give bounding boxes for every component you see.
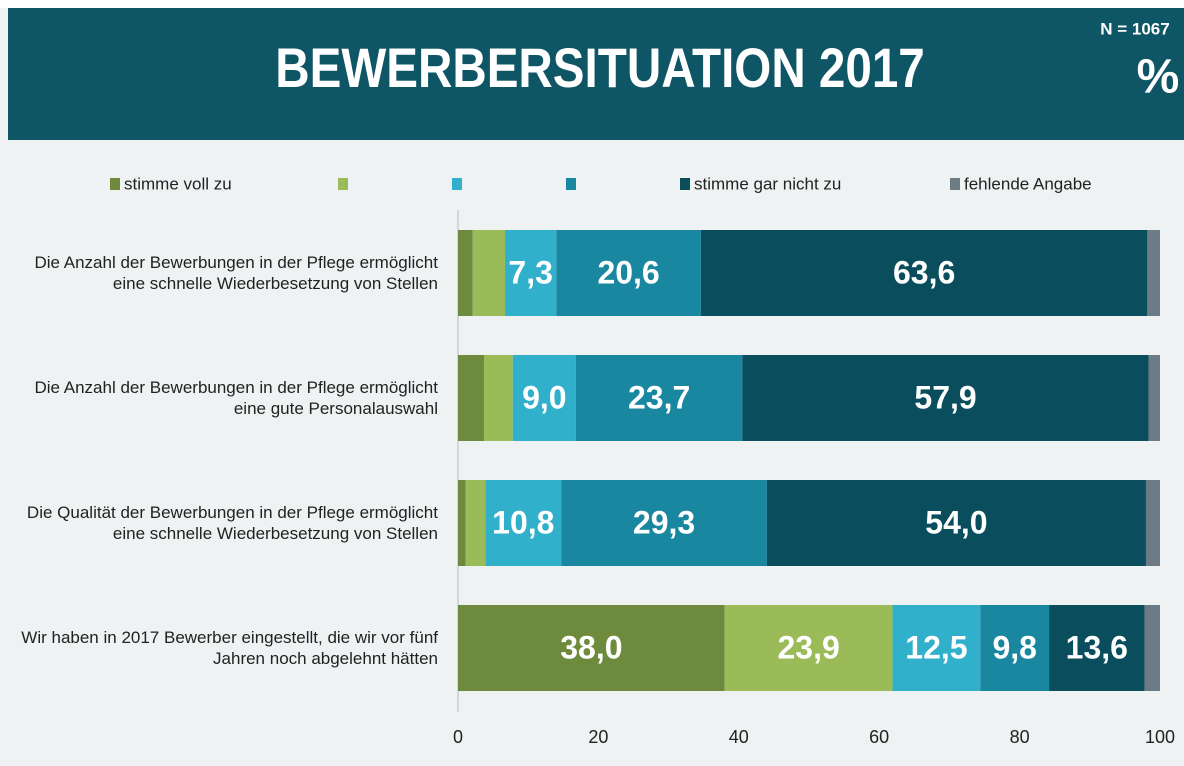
value-label: 57,9 (914, 379, 976, 415)
bar-segment (700, 230, 1148, 316)
bar-segment (556, 230, 701, 316)
legend-label: fehlende Angabe (964, 174, 1092, 193)
legend-label: stimme voll zu (124, 174, 232, 193)
value-label: 63,6 (893, 254, 955, 290)
x-tick-label: 100 (1145, 727, 1175, 747)
bar-segment (458, 355, 484, 441)
bar-segment (766, 480, 1146, 566)
category-label: Die Qualität der Bewerbungen in der Pfle… (26, 503, 438, 543)
bar-segment (472, 230, 506, 316)
bar-segment (483, 355, 513, 441)
bar-segment (1049, 605, 1145, 691)
bar-segment (458, 480, 466, 566)
category-label: Die Anzahl der Bewerbungen in der Pflege… (34, 253, 438, 293)
legend-swatch (950, 178, 960, 190)
x-tick-label: 0 (453, 727, 463, 747)
x-tick-label: 40 (729, 727, 749, 747)
bar-segment (1145, 480, 1160, 566)
bar-segment (892, 605, 981, 691)
chart-title: BEWERBERSITUATION 2017 (275, 37, 925, 99)
bar-segment (485, 480, 562, 566)
value-label: 9,0 (522, 379, 566, 415)
x-tick-label: 80 (1010, 727, 1030, 747)
value-label: 38,0 (560, 629, 622, 665)
bar-segment (458, 605, 725, 691)
value-label: 13,6 (1066, 629, 1128, 665)
legend-swatch (566, 178, 576, 190)
top-margin (0, 0, 1184, 8)
value-label: 9,8 (992, 629, 1036, 665)
legend-swatch (338, 178, 348, 190)
unit-label: % (1137, 51, 1180, 104)
value-label: 23,7 (628, 379, 690, 415)
category-label: Die Anzahl der Bewerbungen in der Pflege… (34, 378, 438, 418)
legend-swatch (452, 178, 462, 190)
legend-swatch (110, 178, 120, 190)
header (8, 8, 1184, 140)
bar-segment (512, 355, 576, 441)
value-label: 10,8 (492, 504, 554, 540)
value-label: 23,9 (778, 629, 840, 665)
legend-label: stimme gar nicht zu (694, 174, 841, 193)
value-label: 54,0 (925, 504, 987, 540)
bar-segment (465, 480, 486, 566)
bar-segment (575, 355, 743, 441)
bar-segment (561, 480, 767, 566)
value-label: 20,6 (597, 254, 659, 290)
value-label: 29,3 (633, 504, 695, 540)
bar-segment (1147, 230, 1160, 316)
value-label: 7,3 (508, 254, 552, 290)
category-label: Wir haben in 2017 Bewerber eingestellt, … (21, 628, 438, 668)
legend-swatch (680, 178, 690, 190)
bar-segment (1148, 355, 1160, 441)
x-tick-label: 20 (588, 727, 608, 747)
bar-segment (505, 230, 557, 316)
bar-segment (458, 230, 473, 316)
bar-segment (742, 355, 1149, 441)
bar-segment (1144, 605, 1160, 691)
bar-segment (980, 605, 1050, 691)
n-label: N = 1067 (1100, 19, 1169, 38)
x-tick-label: 60 (869, 727, 889, 747)
value-label: 12,5 (905, 629, 967, 665)
bar-segment (724, 605, 893, 691)
